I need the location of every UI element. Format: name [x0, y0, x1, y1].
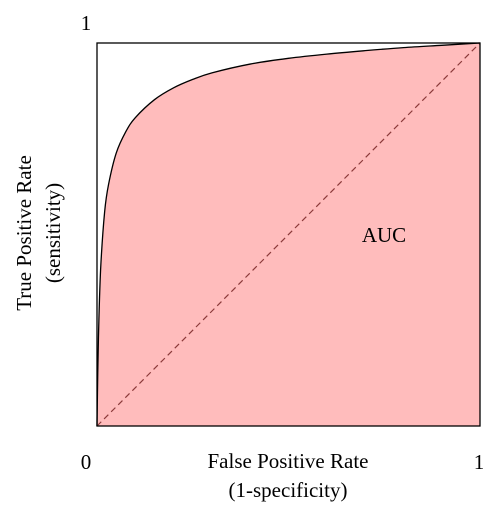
plot-frame: [96, 42, 481, 427]
y-axis-sublabel: (sensitivity): [41, 183, 65, 283]
y-axis-label: True Positive Rate: [12, 155, 36, 311]
random-classifier-diagonal: [96, 42, 481, 427]
y-tick-label-top: 1: [81, 11, 92, 35]
x-tick-label-left: 0: [81, 450, 92, 474]
curve-layer: [96, 42, 481, 427]
roc-curve: [96, 42, 481, 427]
x-axis-label: False Positive Rate: [208, 449, 369, 473]
auc-annotation: AUC: [362, 223, 406, 247]
x-tick-label-right: 1: [474, 450, 485, 474]
x-axis-sublabel: (1-specificity): [229, 478, 348, 502]
